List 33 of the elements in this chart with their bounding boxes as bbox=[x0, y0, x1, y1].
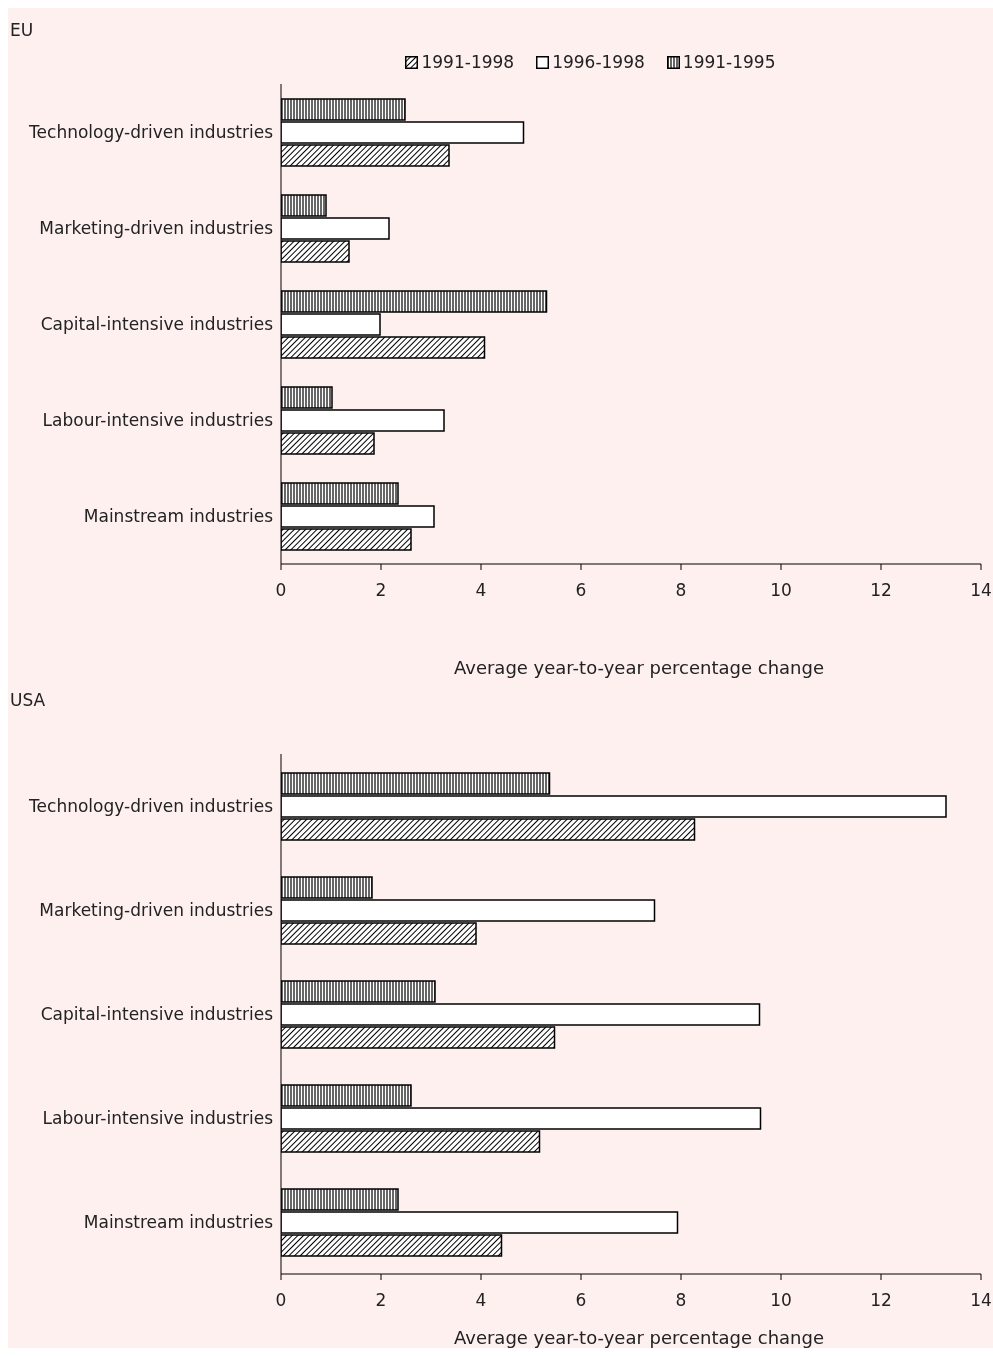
x-tick-label: 4 bbox=[475, 580, 487, 601]
legend-label: 1996-1998 bbox=[552, 52, 645, 72]
x-tick-label: 2 bbox=[375, 1290, 387, 1311]
x-tick-label: 12 bbox=[870, 1290, 892, 1311]
x-tick-label: 0 bbox=[275, 1290, 287, 1311]
x-tick-label: 8 bbox=[675, 580, 687, 601]
x-axis-title: Average year-to-year percentage change bbox=[452, 657, 825, 678]
x-tick-label: 8 bbox=[675, 1290, 687, 1311]
x-axis-title: Average year-to-year percentage change bbox=[452, 1327, 825, 1348]
y-tick-label: Labour-intensive industries bbox=[42, 1108, 274, 1129]
text: USA bbox=[9, 689, 47, 712]
y-tick-label: Mainstream industries bbox=[83, 506, 274, 527]
y-tick-label: Marketing-driven industries bbox=[39, 218, 274, 239]
x-tick-label: 4 bbox=[475, 1290, 487, 1311]
x-tick-label: 0 bbox=[275, 580, 287, 601]
legend-label: 1991-1998 bbox=[421, 52, 515, 72]
x-tick-label: 12 bbox=[870, 580, 892, 601]
x-tick-label: 6 bbox=[575, 1290, 587, 1311]
x-tick-label: 14 bbox=[970, 580, 992, 601]
x-tick-label: 10 bbox=[770, 1290, 792, 1311]
y-tick-label: Mainstream industries bbox=[83, 1212, 274, 1233]
x-tick-label: 14 bbox=[970, 1290, 992, 1311]
x-tick-label: 2 bbox=[375, 580, 387, 601]
text: EU bbox=[9, 19, 35, 42]
y-tick-label: Labour-intensive industries bbox=[42, 410, 274, 431]
y-tick-label: Capital-intensive industries bbox=[40, 1004, 274, 1025]
y-tick-label: Capital-intensive industries bbox=[40, 314, 274, 335]
y-tick-label: Technology-driven industries bbox=[28, 796, 274, 817]
legend-label: 1991-1995 bbox=[682, 52, 776, 72]
x-tick-label: 10 bbox=[770, 580, 792, 601]
x-tick-label: 6 bbox=[575, 580, 587, 601]
y-tick-label: Technology-driven industries bbox=[28, 122, 274, 143]
y-tick-label: Marketing-driven industries bbox=[39, 900, 274, 921]
